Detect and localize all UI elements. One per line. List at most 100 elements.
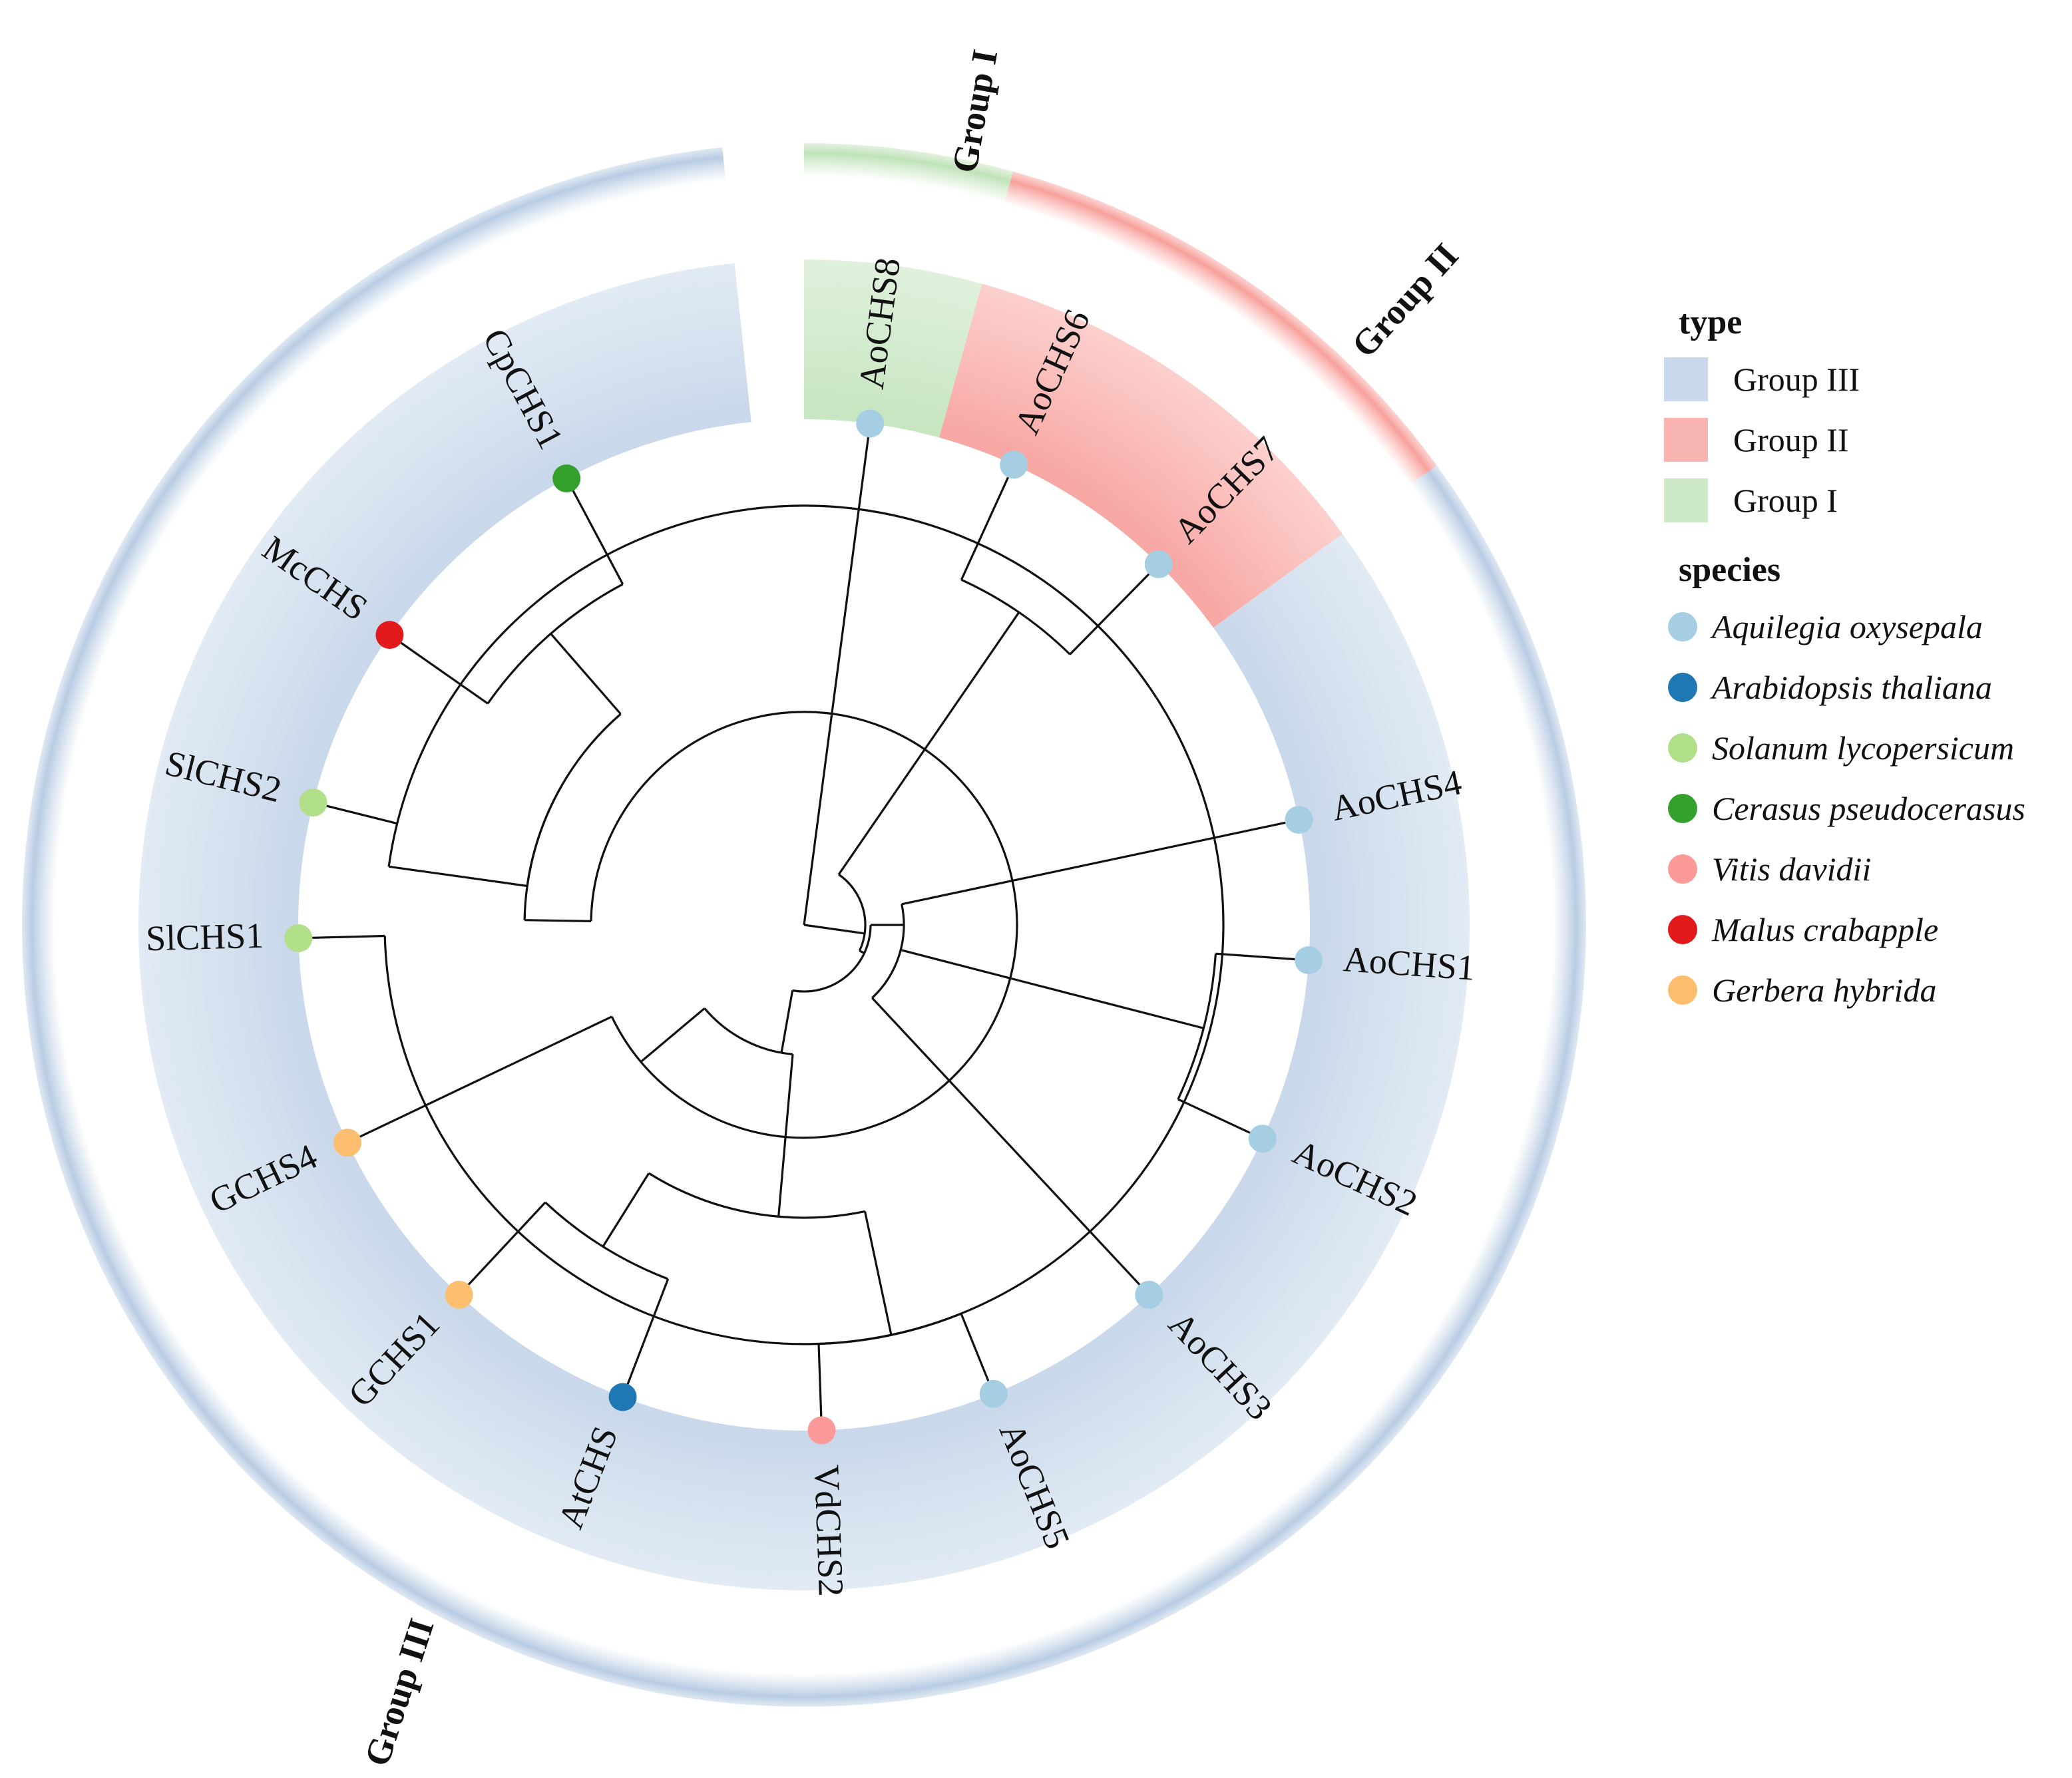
tree-branches <box>298 423 1309 1431</box>
branch-arc <box>960 578 1071 655</box>
species-legend: species Aquilegia oxysepala Arabidopsis … <box>1664 550 2063 1020</box>
species-legend-label: Cerasus pseudocerasus <box>1712 789 2025 827</box>
tip-dot-slchs2 <box>299 789 327 817</box>
species-dot <box>1668 914 1697 944</box>
species-legend-label: Gerbera hybrida <box>1712 971 1937 1009</box>
tip-dot-aochs1 <box>1295 946 1323 974</box>
branch-radial <box>780 990 794 1053</box>
tip-label-aochs1: AoCHS1 <box>1342 939 1476 988</box>
branch-radial <box>524 919 592 922</box>
species-dot <box>1668 672 1697 702</box>
tip-dot-cpchs1 <box>552 464 581 492</box>
branch-radial <box>777 1054 794 1217</box>
branch-arc <box>704 1007 793 1055</box>
branch-arc <box>544 1201 669 1280</box>
branch-arc <box>871 904 905 999</box>
species-legend-title: species <box>1679 551 1781 589</box>
branch-arc <box>838 873 867 952</box>
branch-arc <box>1177 954 1217 1100</box>
species-legend-label: Malus crabapple <box>1712 910 1939 948</box>
type-legend-label: Group III <box>1733 360 1860 398</box>
branch-radial <box>960 1313 995 1395</box>
branch-radial <box>640 1007 706 1063</box>
branch-radial <box>900 949 1204 1029</box>
tip-label-slchs1: SlCHS1 <box>145 916 264 959</box>
tip-dot-aochs6 <box>1000 450 1028 479</box>
tip-dot-mcchs <box>375 621 404 649</box>
type-legend: type Group III Group II Group I <box>1664 303 2063 530</box>
branch-radial <box>837 612 1020 876</box>
species-dot <box>1668 733 1697 763</box>
tip-dot-atchs <box>608 1383 637 1411</box>
branch-radial <box>458 1201 546 1296</box>
sector-group-1 <box>804 260 982 438</box>
branch-radial <box>901 818 1299 906</box>
group-label-2: Group II <box>1344 236 1466 365</box>
tip-dot-aochs5 <box>979 1379 1008 1408</box>
group-label-3: Group III <box>357 1614 442 1771</box>
species-legend-label: Arabidopsis thaliana <box>1712 668 1992 706</box>
tip-dot-slchs1 <box>284 924 313 952</box>
branch-radial <box>1177 1098 1263 1140</box>
type-legend-item-group2: Group II <box>1664 409 2063 470</box>
branch-radial <box>817 1343 823 1431</box>
species-legend-item: Solanum lycopersicum <box>1664 717 2063 778</box>
branch-radial <box>388 865 528 888</box>
type-swatch-group2 <box>1664 417 1708 462</box>
species-dot <box>1668 854 1697 884</box>
legend: type Group III Group II Group I species … <box>1664 303 2063 1020</box>
tip-dot-aochs7 <box>1144 550 1173 578</box>
species-legend-item: Vitis davidii <box>1664 838 2063 899</box>
tip-dot-vdchs2 <box>807 1416 836 1445</box>
branch-radial <box>871 997 1150 1296</box>
branch-radial <box>389 633 489 705</box>
species-legend-item: Aquilegia oxysepala <box>1664 596 2063 657</box>
branch-arc <box>487 583 624 705</box>
type-swatch-group3 <box>1664 357 1708 401</box>
type-legend-item-group3: Group III <box>1664 349 2063 409</box>
branch-arc <box>792 924 872 993</box>
type-legend-label: Group I <box>1733 481 1838 519</box>
type-legend-item-group1: Group I <box>1664 470 2063 530</box>
tip-dot-aochs8 <box>856 409 885 438</box>
branch-arc <box>648 1172 865 1219</box>
type-legend-label: Group II <box>1733 421 1849 458</box>
type-swatch-group1 <box>1664 478 1708 522</box>
branch-radial <box>347 1015 612 1144</box>
branch-arc <box>526 713 622 886</box>
branch-radial <box>550 633 622 715</box>
tip-dot-gchs4 <box>333 1129 361 1157</box>
type-legend-title: type <box>1679 303 1743 341</box>
group-label-1: Group I <box>944 47 1005 176</box>
tip-dot-aochs3 <box>1135 1280 1163 1309</box>
tip-dot-aochs4 <box>1285 806 1313 834</box>
tip-dot-aochs2 <box>1248 1125 1277 1153</box>
tip-label-vdchs2: VdCHS2 <box>807 1464 851 1597</box>
branch-radial <box>298 934 385 940</box>
branch-radial <box>803 423 871 926</box>
group-sectors <box>21 143 1586 1707</box>
species-legend-item: Arabidopsis thaliana <box>1664 657 2063 717</box>
branch-arc <box>590 711 1018 1139</box>
branch-radial <box>1215 952 1309 962</box>
branch-radial <box>565 478 624 585</box>
species-dot <box>1668 612 1697 641</box>
species-legend-label: Vitis davidii <box>1712 850 1872 888</box>
species-legend-item: Gerbera hybrida <box>1664 960 2063 1020</box>
tip-dot-gchs1 <box>445 1280 473 1309</box>
species-dot <box>1668 975 1697 1005</box>
sector-group-2 <box>939 283 1343 628</box>
branch-arc <box>383 504 1225 1345</box>
branch-radial <box>313 801 398 825</box>
branch-radial <box>803 924 865 935</box>
branch-radial <box>1069 563 1159 655</box>
branch-radial <box>863 1211 893 1335</box>
species-dot <box>1668 793 1697 823</box>
species-legend-item: Malus crabapple <box>1664 899 2063 960</box>
sector-group-1-band <box>804 143 1013 284</box>
branch-radial <box>960 464 1015 580</box>
branch-radial <box>602 1172 650 1248</box>
branch-arc <box>523 785 563 920</box>
sector-group-2-band <box>982 171 1437 534</box>
